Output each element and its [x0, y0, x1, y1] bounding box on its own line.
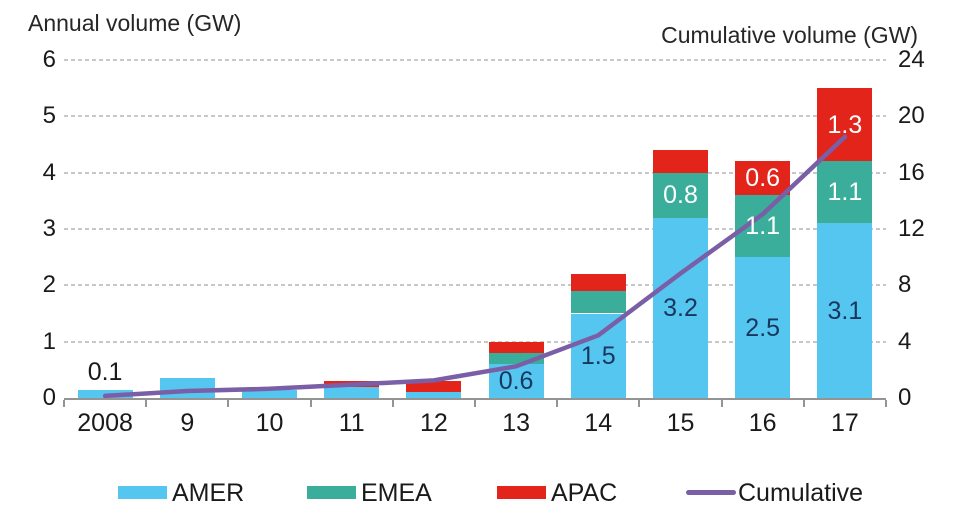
right-axis-tick-label: 4	[898, 327, 912, 355]
left-axis-tick-label: 6	[42, 46, 56, 73]
bar-segment-amer-9	[159, 378, 215, 398]
legend: AMER EMEA APAC Cumulative	[0, 474, 956, 514]
bar-segment-apac-11	[324, 381, 380, 387]
left-axis-tick-label: 4	[42, 158, 56, 186]
legend-label-amer: AMER	[172, 479, 245, 507]
bar-segment-amer-2008	[77, 389, 133, 398]
x-axis-tick	[145, 400, 148, 407]
bar-segment-amer-10	[242, 389, 297, 398]
left-axis-tick-label: 3	[42, 215, 56, 242]
x-axis-line	[64, 398, 886, 400]
legend-item-cumulative: Cumulative	[686, 474, 906, 514]
right-axis-tick-label: 0	[898, 384, 912, 411]
x-axis-tick	[885, 400, 887, 407]
x-axis-category-label: 11	[338, 409, 365, 437]
x-axis-tick	[474, 400, 476, 407]
bar-value-label: 1.3	[827, 110, 863, 139]
bar-value-label: 1.5	[580, 341, 616, 370]
bar-value-label: 0.6	[498, 367, 534, 396]
x-axis-tick	[63, 400, 65, 407]
legend-label-cumulative: Cumulative	[738, 479, 864, 507]
x-axis-tick	[309, 400, 312, 407]
bar-value-label: 1.1	[827, 178, 863, 207]
bar-segment-emea-13	[488, 352, 544, 365]
x-axis-category-label: 17	[830, 409, 859, 437]
x-axis-tick	[391, 400, 394, 407]
bar-value-label: 3.1	[827, 296, 863, 325]
x-axis-category-label: 16	[748, 409, 777, 437]
bar-value-label: 0.1	[87, 357, 123, 386]
x-axis-category-label: 15	[666, 409, 695, 437]
gridline	[64, 59, 886, 61]
left-axis-title: Annual volume (GW)	[28, 10, 242, 36]
legend-item-emea: EMEA	[307, 474, 487, 514]
gridline	[64, 115, 886, 118]
bar-segment-apac-13	[488, 341, 544, 353]
cumulative-line-swatch-icon	[686, 490, 736, 495]
right-axis-tick-label: 12	[898, 215, 925, 242]
left-axis-tick-label: 2	[42, 271, 56, 299]
x-axis-tick	[556, 400, 559, 407]
x-axis-category-label: 12	[419, 409, 448, 437]
left-axis-tick-label: 5	[42, 102, 56, 130]
emea-swatch-icon	[307, 486, 356, 499]
apac-swatch-icon	[497, 486, 546, 499]
x-axis-tick	[227, 400, 230, 407]
x-axis-tick	[802, 400, 805, 407]
amer-swatch-icon	[118, 486, 167, 499]
x-axis-category-label: 13	[502, 409, 530, 437]
bar-value-label: 3.2	[663, 293, 698, 322]
bar-value-label: 2.5	[745, 313, 781, 342]
legend-label-emea: EMEA	[361, 479, 432, 507]
bar-segment-apac-14	[570, 274, 626, 291]
x-axis-category-label: 2008	[77, 409, 133, 437]
right-axis-tick-label: 24	[898, 46, 925, 73]
legend-label-apac: APAC	[551, 479, 618, 507]
right-axis-tick-label: 16	[898, 158, 925, 186]
x-axis-category-label: 10	[255, 409, 284, 437]
bar-value-label: 0.6	[745, 164, 781, 193]
bar-segment-apac-15	[653, 150, 708, 173]
bar-value-label: 0.8	[663, 181, 698, 210]
right-axis-tick-label: 8	[898, 271, 912, 299]
x-axis-tick	[720, 400, 723, 407]
left-axis-tick-label: 0	[42, 384, 56, 411]
right-axis-title: Cumulative volume (GW)	[661, 22, 918, 48]
legend-item-apac: APAC	[497, 474, 677, 514]
x-axis-category-label: 9	[180, 409, 195, 437]
bar-segment-amer-12	[406, 392, 462, 398]
left-axis-tick-label: 1	[42, 327, 56, 355]
x-axis-category-label: 14	[584, 409, 613, 437]
bar-segment-apac-12	[406, 381, 462, 393]
legend-item-amer: AMER	[118, 474, 298, 514]
bar-segment-emea-14	[570, 290, 626, 314]
right-axis-tick-label: 20	[898, 102, 925, 130]
bar-segment-amer-11	[324, 386, 380, 398]
x-axis-tick	[638, 400, 641, 407]
bar-value-label: 1.1	[745, 212, 781, 241]
